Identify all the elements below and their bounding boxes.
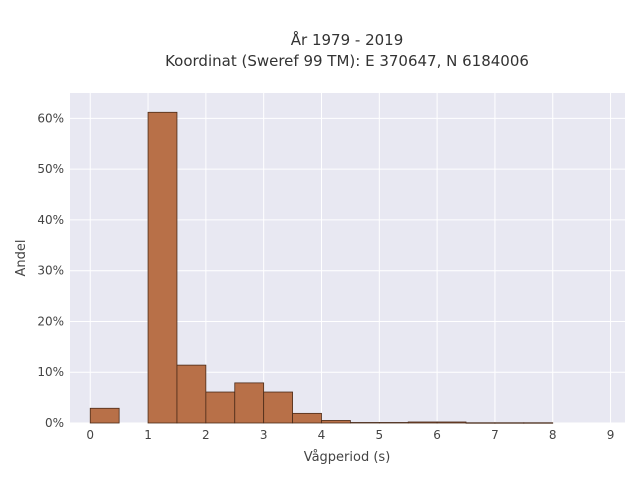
histogram-bars [89,111,554,424]
histogram-bar [234,382,265,424]
histogram-bar [205,391,236,424]
histogram-bar [494,422,525,424]
chart-subtitle: Koordinat (Sweref 99 TM): E 370647, N 61… [165,52,529,70]
histogram-bar [147,111,178,424]
y-tick-label: 20% [37,314,64,328]
y-axis-ticks: 0% 10% 20% 30% 40% 50% 60% [37,111,64,430]
histogram-bar [465,422,496,424]
x-tick-label: 0 [86,428,94,442]
y-tick-label: 10% [37,365,64,379]
histogram-bar [349,422,380,424]
x-tick-label: 3 [260,428,268,442]
x-tick-label: 8 [549,428,557,442]
y-tick-label: 30% [37,264,64,278]
chart-title: År 1979 - 2019 [291,30,404,49]
x-tick-label: 1 [144,428,152,442]
histogram-bar [292,412,322,424]
x-tick-label: 6 [433,428,441,442]
y-tick-label: 40% [37,213,64,227]
histogram-bar [89,407,120,424]
histogram-bar [523,422,554,424]
y-tick-label: 0% [45,416,64,430]
y-axis-label: Andel [14,240,29,277]
x-axis-label: Vågperiod (s) [304,450,391,465]
x-tick-label: 5 [375,428,383,442]
histogram-bar [321,420,351,424]
x-tick-label: 4 [318,428,326,442]
histogram-bar [378,422,409,424]
y-tick-label: 50% [37,162,64,176]
y-tick-label: 60% [37,111,64,125]
histogram-bar [263,391,293,424]
x-tick-label: 9 [607,428,615,442]
x-tick-label: 2 [202,428,210,442]
histogram-bar [436,421,467,424]
x-tick-label: 7 [491,428,499,442]
x-axis-ticks: 0 1 2 3 4 5 6 7 8 9 [86,428,614,442]
histogram-bar [407,421,438,424]
histogram-bar [176,364,207,424]
